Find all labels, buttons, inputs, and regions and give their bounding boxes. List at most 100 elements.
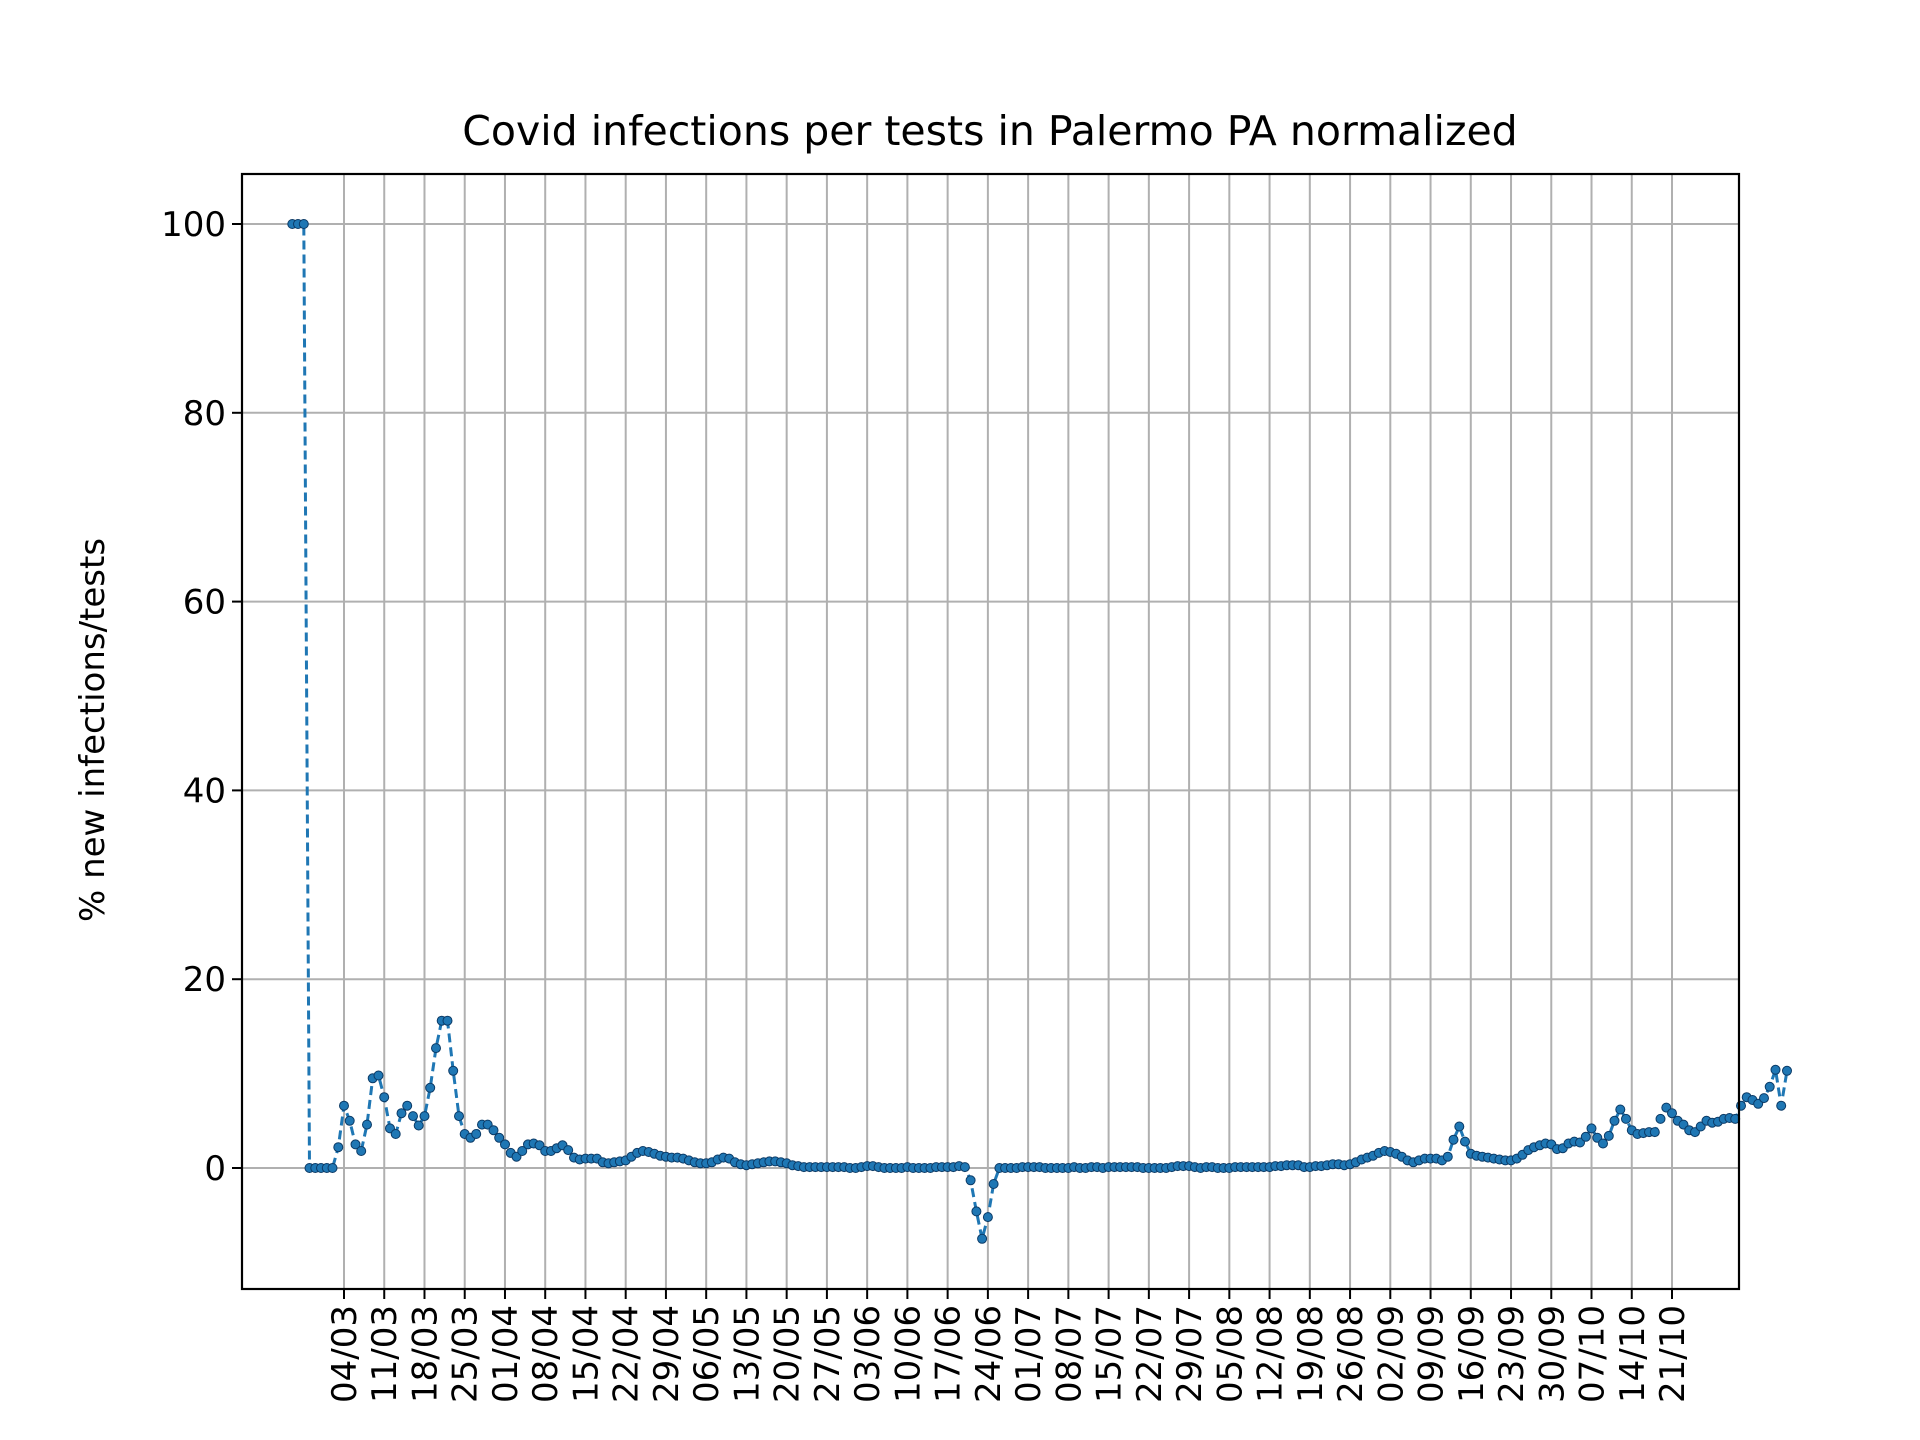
data-point (563, 1145, 574, 1156)
data-point (500, 1139, 510, 1150)
x-tick-label: 06/05 (687, 1305, 727, 1403)
y-axis-label: % new infections/tests (73, 538, 113, 922)
data-point (379, 1092, 390, 1103)
x-tick-label: 08/07 (1049, 1305, 1089, 1403)
data-series (292, 222, 1789, 1241)
data-point (408, 1111, 418, 1122)
data-point (396, 1108, 407, 1119)
data-point (333, 1142, 344, 1153)
data-point (1580, 1131, 1591, 1142)
data-point (1448, 1134, 1459, 1145)
y-axis-ticks: 0 20 40 60 80 100 (161, 205, 242, 1189)
data-point (1770, 1064, 1781, 1075)
x-tick-label: 02/09 (1371, 1305, 1411, 1403)
data-point (1598, 1138, 1608, 1149)
data-point (298, 219, 309, 229)
data-point (373, 1070, 384, 1081)
data-point (1603, 1130, 1614, 1141)
x-tick-label: 23/09 (1492, 1305, 1532, 1403)
x-tick-label: 25/03 (446, 1305, 486, 1403)
x-tick-label: 22/07 (1130, 1305, 1170, 1403)
x-tick-label: 12/08 (1251, 1305, 1291, 1403)
series-line (292, 222, 1789, 1241)
data-point (362, 1119, 372, 1130)
data-point (1460, 1136, 1470, 1147)
data-point (1776, 1100, 1787, 1111)
data-point (1615, 1104, 1626, 1115)
data-point (1454, 1121, 1465, 1132)
x-tick-label: 01/04 (486, 1305, 526, 1403)
x-tick-label: 10/06 (888, 1305, 928, 1403)
data-point (1655, 1113, 1666, 1124)
data-point (1442, 1151, 1453, 1162)
x-tick-label: 30/09 (1532, 1305, 1572, 1403)
data-point (454, 1111, 464, 1122)
x-tick-label: 21/10 (1653, 1305, 1693, 1403)
x-tick-label: 01/07 (1009, 1305, 1049, 1403)
x-tick-label: 04/03 (325, 1305, 365, 1403)
y-tick-label: 0 (204, 1149, 226, 1189)
data-point (339, 1100, 349, 1111)
x-tick-label: 29/04 (647, 1305, 687, 1403)
x-tick-label: 27/05 (808, 1305, 848, 1403)
data-point (1621, 1113, 1631, 1124)
data-point (448, 1065, 459, 1076)
data-point (1649, 1127, 1660, 1138)
x-tick-label: 11/03 (365, 1305, 405, 1403)
x-tick-label: 05/08 (1210, 1305, 1250, 1403)
data-point (1586, 1123, 1597, 1134)
chart-title: Covid infections per tests in Palermo PA… (462, 107, 1517, 155)
y-tick-label: 40 (183, 771, 226, 811)
data-point (982, 1212, 993, 1223)
x-tick-label: 13/05 (727, 1305, 767, 1403)
x-tick-label: 09/09 (1412, 1305, 1452, 1403)
x-tick-label: 15/04 (566, 1305, 606, 1403)
x-axis-ticks: 04/03 11/03 18/03 25/03 01/04 08/04 15/04 22/04… (325, 1289, 1693, 1403)
x-tick-label: 19/08 (1291, 1305, 1331, 1403)
x-tick-label: 15/07 (1090, 1305, 1130, 1403)
plot-frame (240, 172, 1741, 1291)
x-tick-label: 17/06 (929, 1305, 969, 1403)
x-tick-label: 16/09 (1452, 1305, 1492, 1403)
data-point (419, 1111, 430, 1122)
data-point (1764, 1081, 1775, 1092)
y-tick-label: 100 (161, 205, 226, 245)
x-tick-label: 29/07 (1170, 1305, 1210, 1403)
data-point (413, 1120, 424, 1131)
data-point (977, 1233, 988, 1244)
x-tick-label: 24/06 (969, 1305, 1009, 1403)
data-point (1782, 1065, 1792, 1076)
data-point (402, 1100, 413, 1111)
data-point (344, 1115, 355, 1126)
data-point (959, 1162, 970, 1173)
x-tick-label: 14/10 (1613, 1305, 1653, 1403)
data-point (356, 1146, 367, 1156)
x-tick-label: 20/05 (768, 1305, 808, 1403)
x-tick-label: 18/03 (405, 1305, 445, 1403)
data-point (517, 1146, 528, 1156)
data-point (1736, 1100, 1746, 1111)
x-tick-label: 22/04 (607, 1305, 647, 1403)
data-point (494, 1132, 505, 1143)
data-markers (287, 219, 1792, 1244)
data-point (327, 1163, 338, 1173)
y-tick-label: 60 (183, 583, 226, 623)
data-point (425, 1082, 436, 1093)
y-tick-label: 20 (183, 960, 226, 1000)
grid-lines (242, 174, 1739, 1289)
data-point (390, 1129, 401, 1139)
data-point (442, 1015, 453, 1026)
data-point (1759, 1093, 1769, 1104)
data-point (471, 1129, 482, 1139)
data-point (488, 1125, 499, 1136)
data-point (988, 1179, 999, 1189)
data-point (971, 1206, 982, 1217)
x-tick-label: 08/04 (526, 1305, 566, 1403)
data-point (965, 1175, 976, 1186)
x-tick-label: 07/10 (1573, 1305, 1613, 1403)
y-tick-label: 80 (183, 394, 226, 434)
x-tick-label: 03/06 (848, 1305, 888, 1403)
data-point (431, 1043, 441, 1054)
data-point (1667, 1108, 1677, 1119)
